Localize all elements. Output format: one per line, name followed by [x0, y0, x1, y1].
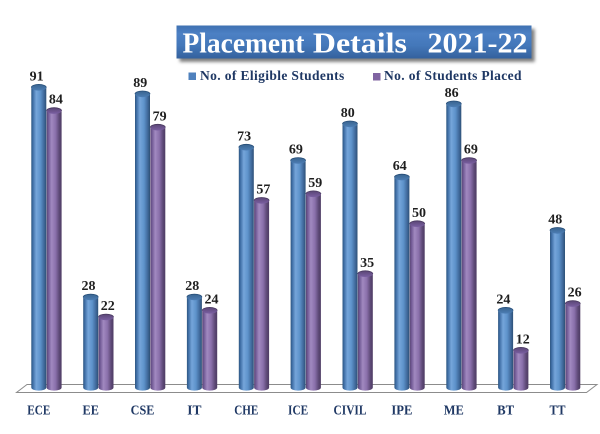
svg-text:48: 48	[548, 213, 562, 228]
svg-text:86: 86	[445, 86, 459, 101]
svg-text:59: 59	[308, 176, 322, 191]
svg-text:69: 69	[464, 143, 478, 158]
svg-text:24: 24	[496, 292, 510, 307]
svg-text:79: 79	[153, 109, 167, 124]
svg-text:IPE: IPE	[391, 402, 412, 417]
svg-text:91: 91	[30, 69, 44, 84]
svg-text:ICE: ICE	[288, 402, 308, 417]
svg-text:35: 35	[360, 256, 374, 271]
svg-text:12: 12	[516, 332, 530, 347]
svg-text:28: 28	[82, 279, 96, 294]
svg-text:84: 84	[49, 93, 63, 108]
svg-text:No. of Eligible Students: No. of Eligible Students	[200, 68, 345, 83]
svg-text:Details: Details	[313, 29, 407, 60]
svg-text:24: 24	[205, 292, 219, 307]
svg-text:CIVIL: CIVIL	[334, 402, 367, 417]
svg-text:64: 64	[393, 159, 407, 174]
svg-text:26: 26	[568, 286, 582, 301]
svg-text:69: 69	[289, 143, 303, 158]
svg-text:CSE: CSE	[131, 402, 155, 417]
svg-text:80: 80	[341, 106, 355, 121]
svg-text:Placement: Placement	[183, 29, 306, 60]
svg-text:89: 89	[133, 76, 147, 91]
svg-text:BT: BT	[497, 402, 514, 417]
svg-text:ECE: ECE	[27, 402, 50, 417]
svg-text:73: 73	[237, 129, 251, 144]
svg-text:57: 57	[256, 183, 270, 198]
svg-text:22: 22	[101, 299, 115, 314]
svg-text:ME: ME	[444, 402, 464, 417]
svg-text:TT: TT	[550, 402, 566, 417]
svg-text:2021-22: 2021-22	[428, 29, 528, 60]
svg-text:28: 28	[185, 279, 199, 294]
svg-text:EE: EE	[83, 402, 99, 417]
svg-text:IT: IT	[187, 402, 201, 417]
svg-text:CHE: CHE	[234, 402, 258, 417]
svg-text:No. of Students Placed: No. of Students Placed	[384, 68, 522, 83]
svg-text:50: 50	[412, 206, 426, 221]
